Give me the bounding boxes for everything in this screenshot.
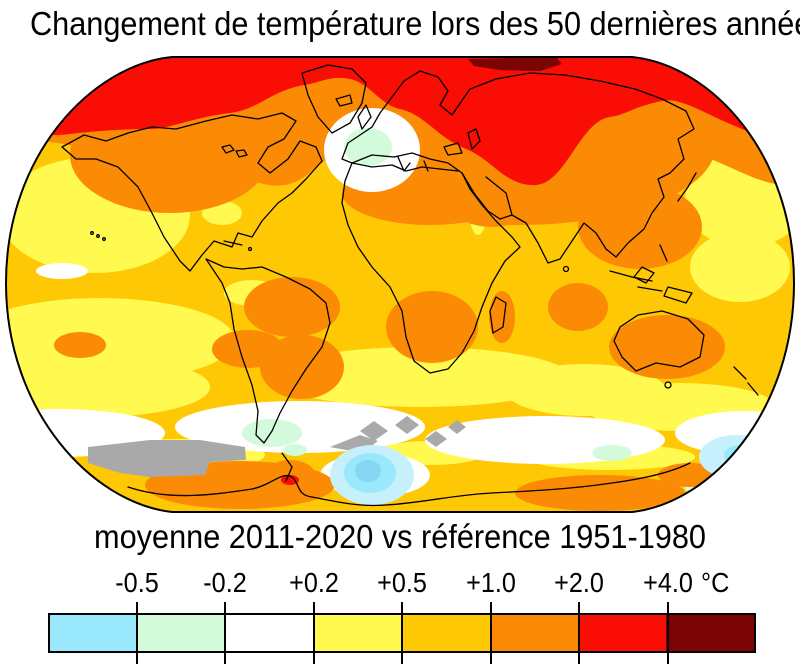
world-map-svg	[0, 55, 800, 515]
legend-tick-6	[578, 602, 580, 664]
page-title: Changement de température lors des 50 de…	[0, 3, 800, 45]
coast-antarctic-peninsula	[282, 453, 292, 481]
legend-tick-1	[136, 602, 138, 664]
coast-antarctica	[128, 463, 690, 506]
antarctic-red-dot	[281, 475, 299, 485]
coast-europe-west	[342, 81, 458, 171]
legend-band-minus05-minus02	[138, 615, 226, 651]
page-title-text: Changement de température lors des 50 de…	[29, 5, 800, 42]
coast-indonesia	[610, 271, 662, 291]
legend-band-below-minus05	[50, 615, 138, 651]
coast-madagascar	[490, 297, 506, 333]
island-tasmania	[665, 382, 671, 388]
color-scale-legend: -0.5 -0.2 +0.2 +0.5 +1.0 +2.0 +4.0 °C	[0, 560, 800, 667]
map-layers	[6, 57, 794, 512]
legend-tick-label-5: +1.0	[466, 567, 516, 598]
legend-unit: °C	[701, 567, 730, 598]
legend-tick-label-7: +4.0	[643, 567, 693, 598]
coast-australia	[614, 311, 704, 371]
darkred-patch	[468, 57, 562, 71]
legend-band-minus02-plus02	[226, 615, 314, 651]
north-atlantic-cold-blob	[324, 108, 420, 192]
legend-tick-4	[401, 602, 403, 664]
island-hawaii-1	[91, 232, 94, 235]
coastlines	[62, 65, 758, 506]
coast-south-asia	[512, 215, 616, 263]
island-hawaii-2	[97, 235, 100, 238]
legend-tick-2	[224, 602, 226, 664]
legend-tick-7	[667, 602, 669, 664]
legend-tick-label-4: +0.5	[377, 567, 427, 598]
coast-great-lakes	[222, 145, 247, 157]
island-hawaii-3	[103, 238, 106, 241]
coast-eurasia-north	[404, 71, 694, 257]
coast-greece	[424, 161, 428, 171]
arctic-red-cap	[6, 57, 794, 186]
no-data-gray-patches	[88, 416, 466, 477]
legend-tick-label-3: +0.2	[289, 567, 339, 598]
coast-borneo	[634, 267, 654, 283]
legend-band-plus20-plus40	[578, 615, 666, 651]
map-subtitle: moyenne 2011-2020 vs référence 1951-1980	[0, 517, 800, 557]
map-outline	[6, 57, 794, 512]
legend-tick-5	[490, 602, 492, 664]
legend-band-plus10-plus20	[490, 615, 578, 651]
coast-arabia	[462, 173, 512, 219]
coast-black-sea	[444, 143, 462, 155]
coast-philippines	[660, 245, 667, 261]
coast-caspian	[468, 129, 480, 149]
coast-uk	[358, 105, 371, 129]
coast-new-zealand	[734, 367, 758, 395]
coast-new-guinea	[664, 287, 692, 303]
legend-tick-label-2: -0.2	[203, 567, 247, 598]
legend-band-plus05-plus10	[402, 615, 490, 651]
coast-africa	[342, 153, 520, 373]
legend-bar	[48, 613, 756, 653]
coast-iceland	[336, 95, 352, 106]
antarctic-orange-patches	[145, 460, 722, 511]
legend-tick-3	[313, 602, 315, 664]
legend-tick-label-6: +2.0	[554, 567, 604, 598]
legend-tick-label-1: -0.5	[115, 567, 159, 598]
island-sri-lanka	[564, 267, 569, 272]
coast-italy	[398, 157, 410, 171]
coast-caribbean	[224, 241, 242, 245]
coast-south-america	[206, 259, 330, 443]
coast-japan	[678, 173, 696, 201]
coast-north-america	[62, 113, 322, 271]
legend-band-plus02-plus05	[314, 615, 402, 651]
world-map	[0, 55, 800, 515]
island-cuba-dot	[249, 248, 252, 251]
coast-greenland	[302, 65, 366, 133]
legend-band-above-plus40	[666, 615, 754, 651]
map-subtitle-text: moyenne 2011-2020 vs référence 1951-1980	[94, 518, 706, 555]
